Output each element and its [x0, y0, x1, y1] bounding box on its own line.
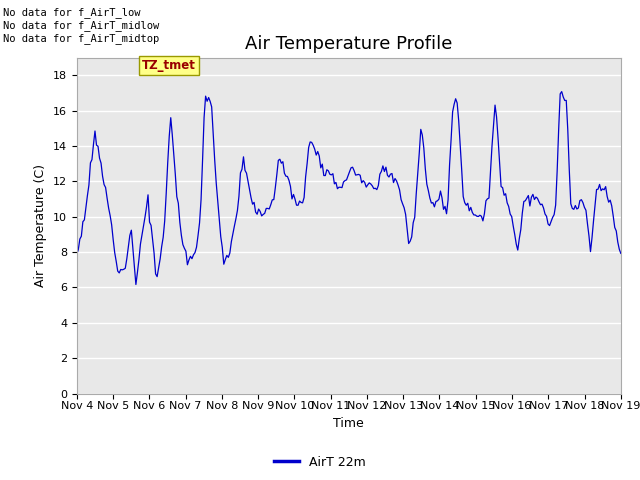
Text: No data for f_AirT_midtop: No data for f_AirT_midtop: [3, 33, 159, 44]
Text: No data for f_AirT_midlow: No data for f_AirT_midlow: [3, 20, 159, 31]
Y-axis label: Air Temperature (C): Air Temperature (C): [35, 164, 47, 287]
Text: TZ_tmet: TZ_tmet: [142, 60, 196, 72]
Text: No data for f_AirT_low: No data for f_AirT_low: [3, 7, 141, 18]
Legend: AirT 22m: AirT 22m: [269, 451, 371, 474]
Title: Air Temperature Profile: Air Temperature Profile: [245, 35, 452, 53]
X-axis label: Time: Time: [333, 417, 364, 430]
